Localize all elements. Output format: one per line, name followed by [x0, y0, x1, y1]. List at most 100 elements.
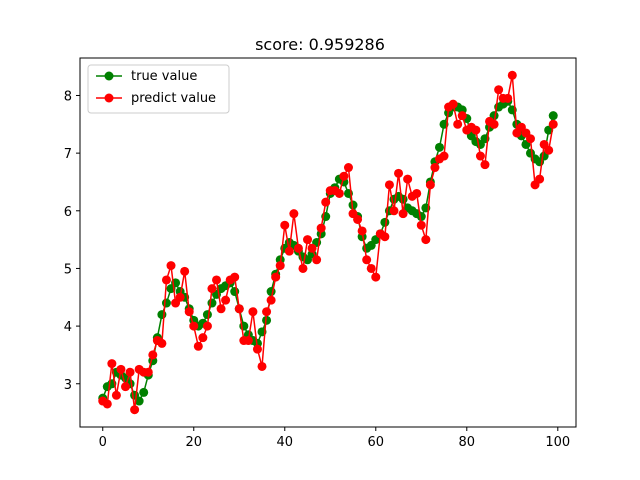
data-point-true-value [398, 194, 408, 204]
data-point-predict-value [284, 246, 294, 256]
data-point-predict-value [412, 188, 422, 198]
data-point-predict-value [230, 272, 240, 282]
data-point-predict-value [130, 405, 140, 415]
data-point-predict-value [207, 284, 217, 294]
data-point-predict-value [403, 174, 413, 184]
data-point-predict-value [366, 263, 376, 273]
data-point-true-value [348, 200, 358, 210]
series-predict-value [98, 70, 558, 415]
data-point-predict-value [193, 341, 203, 351]
legend-label-predict-value: predict value [131, 91, 216, 106]
data-point-predict-value [121, 382, 131, 392]
data-point-predict-value [307, 243, 317, 253]
x-tick-label: 20 [185, 435, 202, 450]
data-point-predict-value [475, 151, 485, 161]
x-tick-label: 0 [99, 435, 107, 450]
data-point-true-value [434, 142, 444, 152]
data-point-predict-value [494, 85, 504, 95]
data-point-predict-value [303, 235, 313, 245]
data-point-predict-value [180, 266, 190, 276]
data-point-predict-value [416, 220, 426, 230]
x-tick-label: 80 [459, 435, 476, 450]
data-point-predict-value [343, 163, 353, 173]
data-point-predict-value [298, 263, 308, 273]
data-point-predict-value [371, 272, 381, 282]
data-point-predict-value [357, 226, 367, 236]
data-point-predict-value [166, 261, 176, 271]
y-tick-label: 8 [64, 89, 72, 104]
data-point-predict-value [535, 174, 545, 184]
data-point-predict-value [312, 255, 322, 265]
data-point-true-value [380, 217, 390, 227]
x-axis: 0 20 40 60 80 100 [99, 427, 570, 450]
legend: true value predict value [87, 64, 230, 114]
chart-title: score: 0.959286 [255, 35, 385, 54]
data-point-true-value [157, 310, 167, 320]
data-point-predict-value [380, 232, 390, 242]
data-point-predict-value [471, 125, 481, 135]
axes-frame [79, 57, 577, 428]
data-point-true-value [161, 298, 171, 308]
data-point-predict-value [257, 361, 267, 371]
data-point-predict-value [212, 275, 222, 285]
data-point-predict-value [289, 209, 299, 219]
y-axis: 3 4 5 6 7 8 [64, 89, 80, 393]
data-point-predict-value [107, 359, 117, 369]
data-point-predict-value [480, 160, 490, 170]
data-point-true-value [134, 396, 144, 406]
data-point-predict-value [184, 307, 194, 317]
data-point-true-value [207, 298, 217, 308]
data-point-predict-value [148, 350, 158, 360]
data-point-predict-value [262, 307, 272, 317]
legend-label-true-value: true value [131, 69, 197, 84]
data-point-predict-value [143, 367, 153, 377]
data-point-predict-value [216, 304, 226, 314]
data-point-predict-value [280, 220, 290, 230]
x-tick-label: 100 [545, 435, 570, 450]
data-point-predict-value [430, 163, 440, 173]
data-point-predict-value [293, 243, 303, 253]
data-point-predict-value [234, 304, 244, 314]
legend-box [87, 64, 230, 114]
data-point-true-value [139, 387, 149, 397]
data-point-predict-value [252, 344, 262, 354]
data-point-predict-value [316, 223, 326, 233]
series-layer [98, 70, 558, 415]
data-point-predict-value [321, 197, 331, 207]
data-point-predict-value [453, 119, 463, 129]
data-point-predict-value [157, 338, 167, 348]
data-point-predict-value [271, 272, 281, 282]
data-point-predict-value [384, 180, 394, 190]
data-point-true-value [416, 212, 426, 222]
data-point-predict-value [248, 307, 258, 317]
data-point-predict-value [202, 321, 212, 331]
data-point-predict-value [339, 171, 349, 181]
data-point-predict-value [489, 119, 499, 129]
data-point-predict-value [175, 292, 185, 302]
x-tick-label: 40 [276, 435, 293, 450]
data-point-predict-value [507, 70, 517, 80]
data-point-predict-value [394, 168, 404, 178]
data-point-predict-value [448, 99, 458, 109]
y-tick-label: 3 [64, 378, 72, 393]
legend-marker-true-value [104, 71, 114, 81]
data-point-predict-value [111, 390, 121, 400]
data-point-predict-value [439, 151, 449, 161]
data-point-predict-value [353, 214, 363, 224]
data-point-predict-value [548, 119, 558, 129]
data-point-predict-value [334, 188, 344, 198]
data-point-true-value [548, 111, 558, 121]
y-tick-label: 7 [64, 147, 72, 162]
data-point-predict-value [398, 209, 408, 219]
data-point-predict-value [189, 321, 199, 331]
data-point-predict-value [457, 111, 467, 121]
data-point-predict-value [125, 367, 135, 377]
legend-marker-predict-value [104, 93, 114, 103]
data-point-predict-value [544, 145, 554, 155]
data-point-predict-value [425, 180, 435, 190]
data-point-true-value [202, 310, 212, 320]
data-point-predict-value [221, 295, 231, 305]
data-point-predict-value [198, 333, 208, 343]
data-point-predict-value [102, 399, 112, 409]
